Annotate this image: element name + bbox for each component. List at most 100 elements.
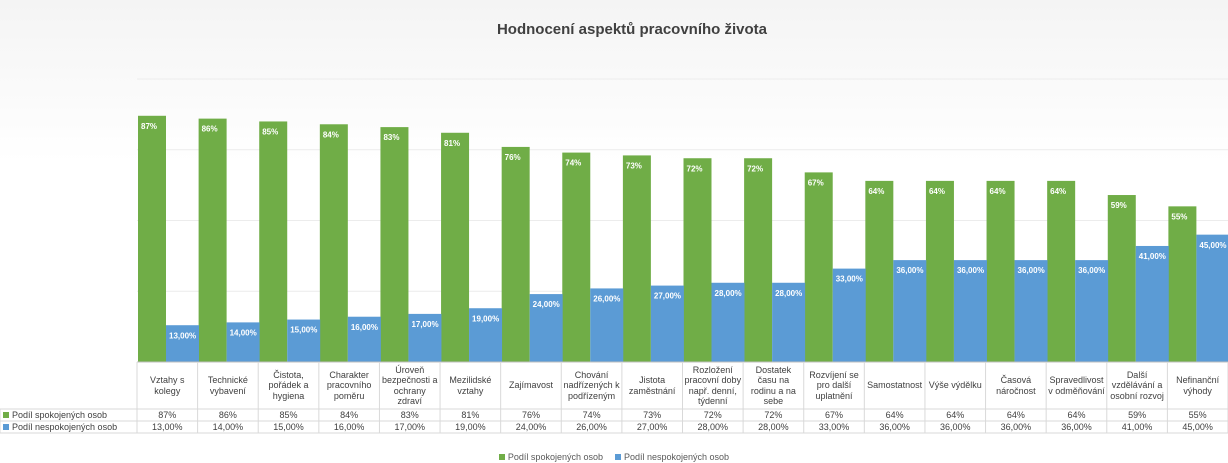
bar <box>1047 180 1076 362</box>
table-value: 55% <box>1188 409 1207 420</box>
table-value: 72% <box>703 409 722 420</box>
category-label: Čistota, pořádek a hygiena <box>268 369 309 401</box>
data-label: 64% <box>990 187 1006 196</box>
category-label: Spravedlivost v odměňování <box>1048 375 1105 396</box>
legend-key <box>3 424 9 430</box>
table-value: 15,00% <box>273 421 304 432</box>
bar <box>226 322 260 362</box>
category-label: Zajímavost <box>508 380 553 391</box>
data-label: 84% <box>323 130 339 139</box>
table-value: 87% <box>158 409 177 420</box>
category-label: Jistota zaměstnání <box>628 375 676 396</box>
category-label: Rozložení pracovní doby např. denní, týd… <box>684 364 742 406</box>
table-value: 59% <box>1128 409 1147 420</box>
bar <box>744 158 773 362</box>
bar <box>529 294 563 362</box>
bar <box>1107 195 1136 362</box>
bar <box>1014 260 1048 362</box>
table-value: 64% <box>885 409 904 420</box>
bar <box>562 152 591 362</box>
data-label: 36,00% <box>896 266 923 275</box>
data-label: 26,00% <box>593 295 620 304</box>
bar <box>772 282 806 362</box>
table-value: 27,00% <box>636 421 668 432</box>
table-value: 36,00% <box>1061 421 1092 432</box>
data-label: 64% <box>868 187 884 196</box>
data-label: 33,00% <box>836 275 863 284</box>
bar <box>986 180 1015 362</box>
table-value: 36,00% <box>939 421 971 432</box>
bar <box>166 325 199 362</box>
bar <box>501 146 530 362</box>
bar <box>408 313 442 362</box>
category-label: Chování nadřízených k podřízeným <box>563 369 620 401</box>
table-value: 36,00% <box>879 421 910 432</box>
bar <box>1196 234 1228 362</box>
table-value: 33,00% <box>818 421 850 432</box>
category-label: Další vzdělávání a osobní rozvoj <box>1110 369 1164 401</box>
data-label: 74% <box>565 159 581 168</box>
bar <box>380 127 409 362</box>
data-label: 64% <box>1050 187 1066 196</box>
legend-key <box>3 412 9 418</box>
category-label: Vztahy s kolegy <box>150 375 185 396</box>
category-label: Dostatek času na rodinu a na sebe <box>750 364 796 406</box>
category-label: Charakter pracovního poměru <box>326 369 372 401</box>
bar <box>441 132 470 362</box>
data-label: 64% <box>929 187 945 196</box>
data-label: 72% <box>687 164 703 173</box>
table-value: 67% <box>825 409 844 420</box>
data-label: 19,00% <box>472 314 499 323</box>
data-label: 15,00% <box>290 326 317 335</box>
legend-item: Podíl nespokojených osob <box>614 452 729 462</box>
table-value: 83% <box>400 409 419 420</box>
bar <box>893 260 927 362</box>
category-label: Nefinanční výhody <box>1176 375 1220 396</box>
data-label: 55% <box>1171 212 1187 221</box>
table-value: 72% <box>764 409 783 420</box>
table-value: 45,00% <box>1182 421 1213 432</box>
table-value: 64% <box>946 409 965 420</box>
bar <box>1075 260 1109 362</box>
data-label: 67% <box>808 178 824 187</box>
bar <box>953 260 987 362</box>
table-row-header: Podíl nespokojených osob <box>3 422 117 432</box>
bar <box>1168 206 1197 362</box>
data-label: 36,00% <box>1078 266 1105 275</box>
table-value: 64% <box>1006 409 1025 420</box>
data-label: 17,00% <box>411 320 438 329</box>
bar <box>198 118 227 363</box>
table-value: 26,00% <box>576 421 607 432</box>
table-value: 41,00% <box>1121 421 1153 432</box>
bar <box>590 288 624 362</box>
bar <box>832 268 866 362</box>
data-label: 27,00% <box>654 292 681 301</box>
data-label: 73% <box>626 162 642 171</box>
table-value: 14,00% <box>212 421 244 432</box>
data-label: 24,00% <box>533 300 560 309</box>
table-value: 86% <box>218 409 237 420</box>
table-value: 13,00% <box>152 421 183 432</box>
data-label: 87% <box>141 122 157 131</box>
legend-label: Podíl spokojených osob <box>507 452 603 462</box>
category-label: Mezilidské vztahy <box>449 375 492 396</box>
table-value: 73% <box>643 409 662 420</box>
data-label: 16,00% <box>351 323 378 332</box>
data-label: 59% <box>1111 201 1127 210</box>
table-value: 19,00% <box>455 421 486 432</box>
data-label: 72% <box>747 164 763 173</box>
legend-key <box>614 454 621 460</box>
bar <box>287 319 321 362</box>
table-value: 81% <box>461 409 480 420</box>
data-label: 76% <box>505 153 521 162</box>
category-label: Výše výdělku <box>928 380 982 391</box>
bar <box>711 282 745 362</box>
legend-key <box>498 454 505 460</box>
bar <box>650 285 684 362</box>
data-label: 36,00% <box>1018 266 1045 275</box>
bar <box>1135 245 1169 362</box>
data-label: 28,00% <box>715 289 742 298</box>
data-label: 83% <box>383 133 399 142</box>
